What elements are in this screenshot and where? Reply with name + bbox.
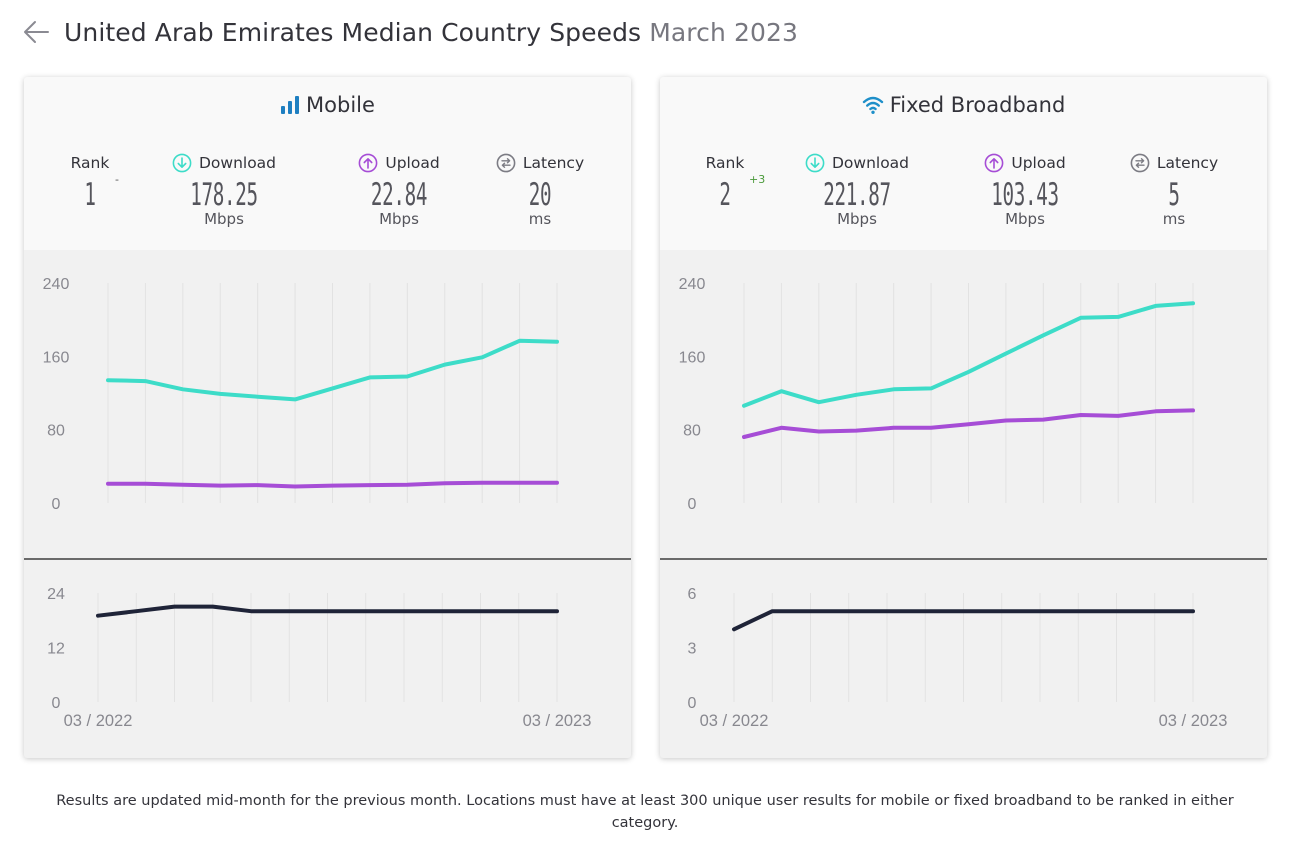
rank-value: 2	[719, 177, 731, 213]
page-title: United Arab Emirates Median Country Spee…	[64, 18, 798, 47]
latency-value: 5	[1168, 177, 1180, 213]
fixed-title-text: Fixed Broadband	[889, 93, 1066, 117]
rank-change: -	[115, 173, 119, 186]
wifi-icon	[862, 96, 883, 114]
mobile-download: Download 178.25 Mbps	[149, 151, 299, 228]
y-tick-label: 0	[688, 496, 697, 513]
fixed-card: Fixed Broadband Rank 2 +3 Download 221.8…	[660, 77, 1267, 758]
download-value: 178.25	[190, 177, 258, 213]
mobile-upload-line	[106, 480, 559, 489]
fixed-card-header: Fixed Broadband Rank 2 +3 Download 221.8…	[660, 77, 1267, 250]
latency-icon	[1130, 153, 1150, 173]
fixed-rank: Rank 2	[660, 151, 800, 213]
y-tick-label: 24	[47, 586, 65, 603]
download-label: Download	[198, 154, 277, 172]
download-icon	[805, 153, 825, 173]
mobile-upload: Upload 22.84 Mbps	[324, 151, 474, 228]
signal-bars-icon	[281, 96, 300, 114]
mobile-card-header: Mobile Rank 1 - Download 178.25 Mbps	[24, 77, 631, 250]
y-tick-label: 0	[688, 695, 697, 712]
rank-value: 1	[84, 177, 96, 213]
upload-value: 103.43	[991, 177, 1059, 213]
upload-unit: Mbps	[1005, 210, 1045, 228]
mobile-card-title: Mobile	[24, 93, 631, 117]
upload-icon	[984, 153, 1004, 173]
mobile-chart: 0 80 160 240 0 12 24 03 / 2022 03 / 2023	[24, 276, 631, 730]
y-tick-label: 0	[52, 496, 61, 513]
fixed-latency: Latency 5 ms	[1099, 151, 1249, 228]
x-axis-label-start: 03 / 2022	[64, 712, 133, 730]
latency-icon	[496, 153, 516, 173]
mobile-download-line	[106, 338, 559, 402]
page-header: United Arab Emirates Median Country Spee…	[22, 14, 798, 50]
y-tick-label: 80	[683, 423, 701, 440]
latency-unit: ms	[1162, 210, 1186, 228]
fixed-latency-line	[732, 609, 1195, 632]
y-tick-label: 160	[679, 349, 706, 366]
upload-icon	[358, 153, 378, 173]
upload-label: Upload	[385, 154, 440, 172]
mobile-card: Mobile Rank 1 - Download 178.25 Mbps	[24, 77, 631, 758]
back-arrow-icon[interactable]	[22, 18, 50, 46]
mobile-latency: Latency 20 ms	[465, 151, 615, 228]
y-tick-label: 160	[43, 349, 70, 366]
rank-label: Rank	[705, 154, 745, 172]
y-tick-label: 6	[688, 586, 697, 603]
download-icon	[172, 153, 192, 173]
upload-label: Upload	[1011, 154, 1066, 172]
upload-unit: Mbps	[379, 210, 419, 228]
latency-value: 20	[528, 177, 552, 213]
fixed-upload: Upload 103.43 Mbps	[950, 151, 1100, 228]
y-tick-label: 12	[47, 641, 65, 658]
y-tick-label: 240	[679, 276, 706, 293]
x-axis-label-start: 03 / 2022	[700, 712, 769, 730]
download-unit: Mbps	[204, 210, 244, 228]
footnote: Results are updated mid-month for the pr…	[56, 793, 1234, 831]
mobile-latency-line	[96, 604, 559, 618]
fixed-chart: 0 80 160 240 0 3 6 03 / 2022 03 / 2023	[660, 276, 1267, 730]
fixed-card-title: Fixed Broadband	[660, 93, 1267, 117]
y-tick-label: 80	[47, 423, 65, 440]
x-axis-label-end: 03 / 2023	[523, 712, 592, 730]
rank-label: Rank	[70, 154, 110, 172]
y-tick-label: 0	[52, 695, 61, 712]
fixed-download-line	[742, 301, 1195, 408]
download-unit: Mbps	[837, 210, 877, 228]
latency-label: Latency	[1156, 154, 1219, 172]
y-tick-label: 240	[43, 276, 70, 293]
x-axis-label-end: 03 / 2023	[1159, 712, 1228, 730]
upload-value: 22.84	[370, 177, 428, 213]
latency-unit: ms	[528, 210, 552, 228]
page-title-date: March 2023	[649, 17, 798, 47]
fixed-upload-line	[742, 408, 1195, 439]
mobile-rank: Rank 1	[24, 151, 165, 213]
rank-change: +3	[749, 173, 766, 186]
fixed-download: Download 221.87 Mbps	[782, 151, 932, 228]
download-label: Download	[831, 154, 910, 172]
page-title-text: United Arab Emirates Median Country Spee…	[64, 17, 642, 47]
latency-label: Latency	[522, 154, 585, 172]
y-tick-label: 3	[688, 641, 697, 658]
mobile-title-text: Mobile	[306, 93, 375, 117]
download-value: 221.87	[823, 177, 891, 213]
